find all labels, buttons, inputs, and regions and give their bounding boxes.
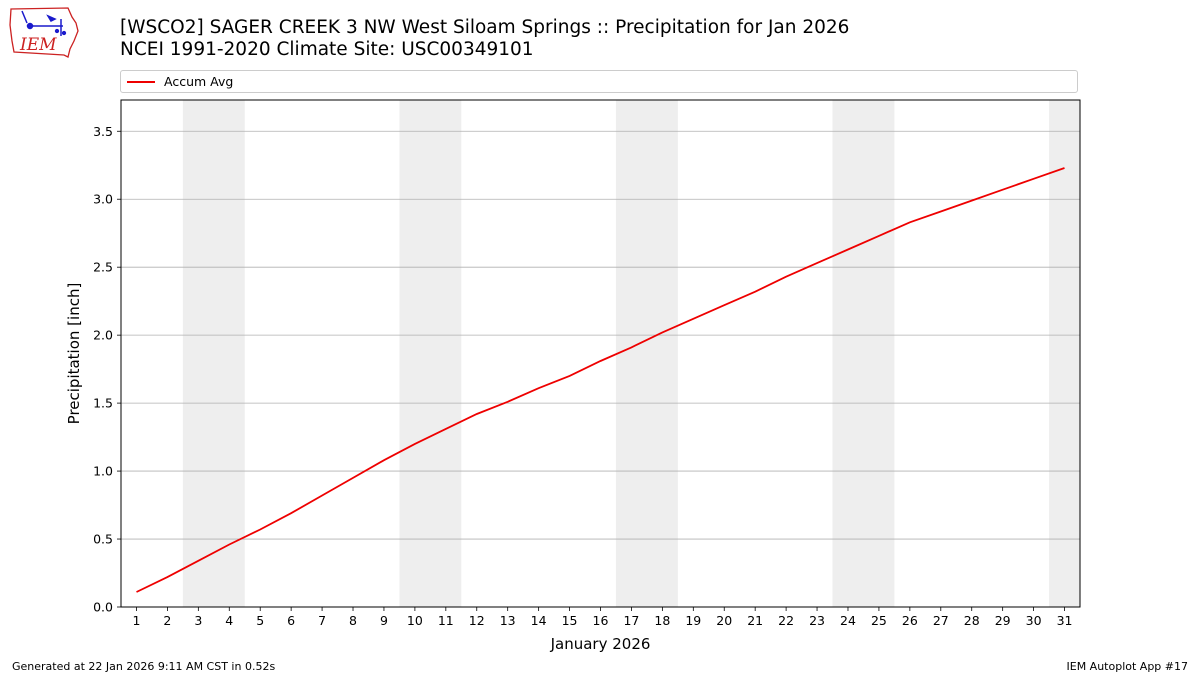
x-tick-label: 8 [349,613,357,628]
x-tick-label: 19 [685,613,701,628]
accum-avg-line [136,167,1065,593]
chart-subtitle: NCEI 1991-2020 Climate Site: USC00349101 [120,39,534,60]
logo-text: IEM [19,35,57,55]
plot-frame [120,99,1081,608]
x-tick-label: 15 [562,613,578,628]
weekend-band [1049,100,1080,607]
weekend-band [832,100,895,607]
y-tick-label: 3.0 [93,192,113,207]
weather-station-icon [21,10,67,36]
x-tick-label: 14 [531,613,547,628]
x-tick-label: 22 [778,613,794,628]
y-tick-label: 0.0 [93,600,113,615]
y-tick-label: 2.0 [93,328,113,343]
x-tick-label: 6 [287,613,295,628]
x-tick-label: 7 [318,613,326,628]
y-tick-label: 2.5 [93,260,113,275]
y-axis-label: Precipitation [inch] [65,283,83,425]
x-tick-label: 16 [593,613,609,628]
x-axis-label: January 2026 [550,635,651,653]
x-tick-label: 13 [500,613,516,628]
chart-legend: Accum Avg [120,70,1078,93]
y-tick-label: 1.0 [93,464,113,479]
weekend-band [182,100,245,607]
weekend-band [615,100,678,607]
y-tick-label: 1.5 [93,396,113,411]
x-tick-label: 3 [194,613,202,628]
x-tick-label: 31 [1057,613,1073,628]
x-tick-label: 5 [256,613,264,628]
x-tick-label: 9 [380,613,388,628]
legend-label: Accum Avg [164,74,234,89]
x-tick-label: 11 [438,613,454,628]
legend-swatch [127,81,155,83]
x-tick-label: 21 [747,613,763,628]
generated-note: Generated at 22 Jan 2026 9:11 AM CST in … [12,660,276,673]
x-tick-label: 20 [716,613,732,628]
x-tick-label: 29 [995,613,1011,628]
x-tick-label: 12 [469,613,485,628]
x-tick-label: 30 [1026,613,1042,628]
x-tick-label: 28 [964,613,980,628]
chart-title: [WSCO2] SAGER CREEK 3 NW West Siloam Spr… [120,17,850,38]
x-tick-label: 4 [225,613,233,628]
y-tick-label: 0.5 [93,532,113,547]
x-tick-label: 2 [163,613,171,628]
app-id: IEM Autoplot App #17 [1066,660,1189,673]
x-tick-label: 1 [132,613,140,628]
x-tick-label: 27 [933,613,949,628]
y-tick-label: 3.5 [93,124,113,139]
weekend-band [399,100,462,607]
x-tick-label: 10 [407,613,423,628]
x-tick-label: 24 [840,613,856,628]
x-tick-label: 18 [654,613,670,628]
x-tick-label: 17 [623,613,639,628]
x-tick-label: 26 [902,613,918,628]
x-tick-label: 23 [809,613,825,628]
x-tick-label: 25 [871,613,887,628]
iem-logo: IEM [9,7,79,58]
